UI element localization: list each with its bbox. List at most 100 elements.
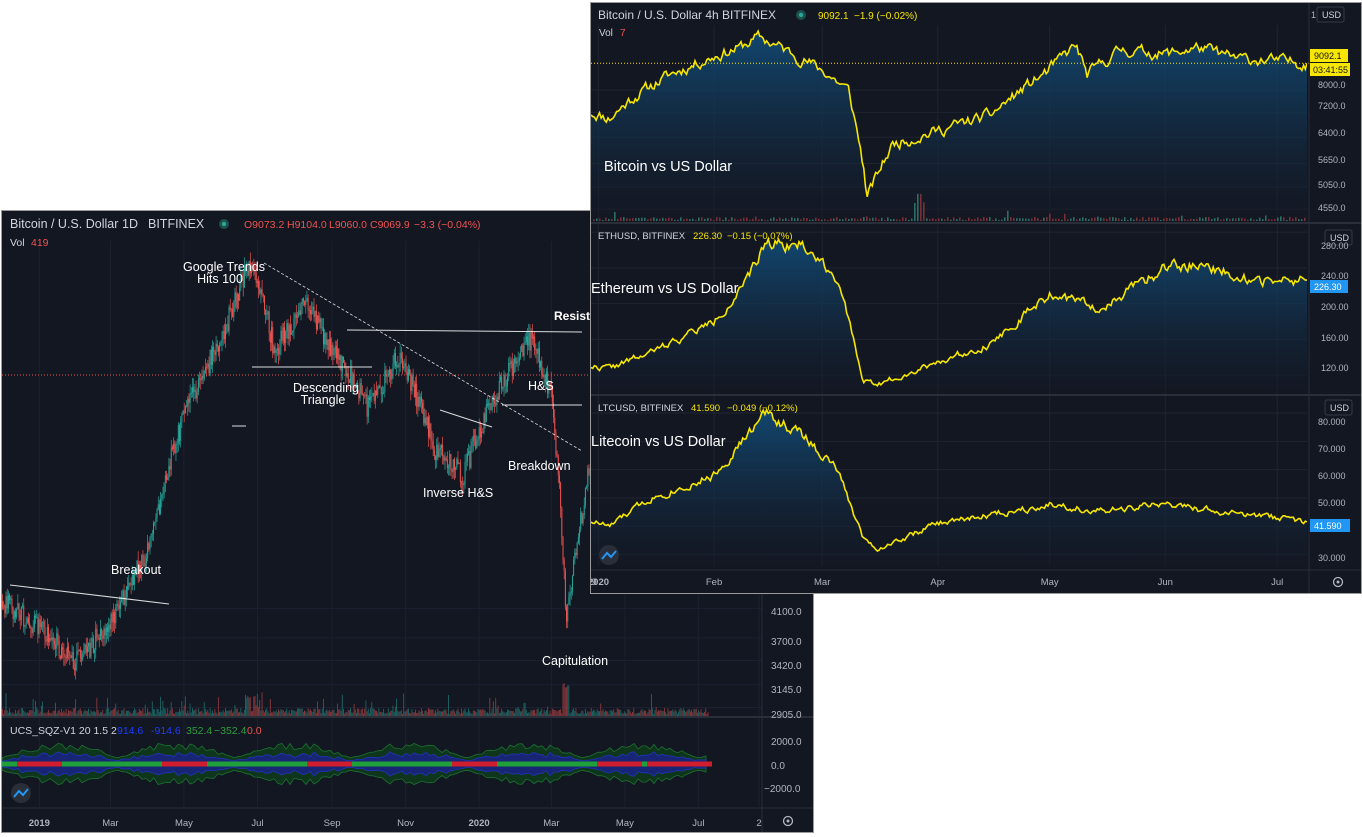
volume-bar bbox=[728, 219, 730, 221]
time-axis[interactable]: 2019 Mar May Jul Sep Nov 2020 Mar May Jul 2 bbox=[29, 818, 762, 829]
volume-bar bbox=[177, 711, 179, 716]
squeeze-dot bbox=[372, 761, 377, 767]
candle-body bbox=[361, 393, 363, 395]
volume-bar bbox=[39, 711, 41, 716]
volume-bar bbox=[432, 709, 434, 716]
squeeze-dot bbox=[382, 761, 387, 767]
currency-button[interactable] bbox=[1316, 6, 1345, 23]
squeeze-dot bbox=[617, 761, 622, 767]
volume-bar bbox=[890, 219, 892, 221]
x-tick: 9 bbox=[591, 577, 596, 588]
volume-bar bbox=[1289, 216, 1291, 221]
trend-line[interactable] bbox=[439, 409, 493, 428]
volume-bar bbox=[360, 709, 362, 716]
volume-bar bbox=[69, 711, 71, 716]
squeeze-dot bbox=[172, 761, 177, 767]
volume-bar bbox=[707, 712, 709, 716]
candle-body bbox=[225, 325, 227, 340]
candle-body bbox=[103, 628, 105, 639]
time-axis[interactable]: 92020FebMarAprMayJunJul bbox=[588, 577, 1283, 588]
volume-bar bbox=[223, 712, 225, 716]
candle-body bbox=[16, 608, 18, 618]
candle-body bbox=[407, 369, 409, 381]
volume-bar bbox=[128, 710, 130, 716]
candle-body bbox=[315, 311, 317, 330]
candle-body bbox=[187, 398, 189, 407]
volume-bar bbox=[35, 700, 36, 716]
trend-line[interactable] bbox=[346, 329, 583, 333]
ltc-change: −0.049 (−0.12%) bbox=[727, 403, 798, 414]
crypto-4h-comparison-window[interactable]: Bitcoin / U.S. Dollar 4h BITFINEX 9092.1… bbox=[588, 3, 1361, 593]
candle-body bbox=[65, 657, 67, 659]
volume-bar bbox=[1139, 219, 1141, 221]
volume-bar bbox=[569, 713, 571, 716]
volume-bar bbox=[581, 710, 583, 716]
interval-label[interactable]: 1D bbox=[122, 217, 138, 231]
candle-body bbox=[567, 604, 569, 622]
volume-bar bbox=[483, 709, 485, 716]
candle-body bbox=[550, 381, 552, 388]
volume-bar bbox=[222, 710, 224, 716]
candle-body bbox=[285, 330, 287, 344]
volume-bar bbox=[75, 699, 77, 716]
volume-bar bbox=[180, 711, 182, 716]
trend-line[interactable] bbox=[263, 262, 583, 452]
candle-body bbox=[426, 417, 428, 426]
candle-body bbox=[222, 330, 224, 339]
squeeze-dot bbox=[367, 761, 372, 767]
x-tick: Nov bbox=[397, 818, 414, 829]
candle-body bbox=[566, 606, 568, 622]
candle-body bbox=[581, 512, 583, 524]
volume-bar bbox=[496, 708, 498, 716]
candle-body bbox=[156, 509, 158, 518]
currency-button[interactable] bbox=[1324, 399, 1353, 416]
candle-body bbox=[446, 459, 448, 469]
volume-bar bbox=[1115, 217, 1117, 221]
volume-bar bbox=[821, 219, 823, 221]
volume-bar bbox=[582, 711, 584, 716]
currency-button[interactable] bbox=[1324, 229, 1353, 246]
volume-bar bbox=[508, 709, 510, 716]
series-line[interactable] bbox=[591, 236, 1307, 387]
volume-bar bbox=[692, 218, 694, 221]
candle-body bbox=[124, 596, 126, 605]
volume-bar bbox=[70, 710, 72, 716]
volume-bar bbox=[815, 217, 817, 221]
volume-bar bbox=[702, 712, 704, 716]
candle-body bbox=[512, 363, 514, 377]
candle-body bbox=[574, 552, 576, 560]
volume-bar bbox=[731, 217, 733, 221]
candle-body bbox=[463, 483, 465, 486]
candle-body bbox=[167, 477, 169, 480]
y-tick: 80.000 bbox=[1318, 417, 1346, 427]
series-line[interactable] bbox=[591, 407, 1307, 552]
volume-bar bbox=[1295, 217, 1297, 221]
volume-bar bbox=[644, 217, 646, 221]
volume-bar bbox=[1064, 213, 1066, 221]
volume-bar bbox=[588, 712, 590, 716]
volume-bar bbox=[250, 711, 252, 716]
candle-body bbox=[208, 363, 210, 374]
x-tick: 2020 bbox=[591, 577, 609, 588]
volume-bar bbox=[1025, 218, 1027, 221]
trend-line[interactable] bbox=[9, 584, 170, 605]
volume-bar bbox=[926, 218, 928, 221]
volume-bar bbox=[616, 708, 618, 716]
squeeze-dot bbox=[692, 761, 697, 767]
candle-body bbox=[435, 456, 437, 460]
volume-bar bbox=[78, 709, 80, 716]
candle-body bbox=[182, 410, 184, 415]
volume-bar bbox=[129, 711, 131, 716]
squeeze-dot bbox=[667, 761, 672, 767]
volume-bar bbox=[1274, 218, 1276, 221]
settings-gear-icon[interactable] bbox=[1332, 576, 1344, 588]
settings-gear-icon[interactable] bbox=[782, 815, 794, 827]
volume-bar bbox=[232, 712, 233, 716]
indicator-value-4: −352.4 bbox=[214, 725, 247, 737]
volume-bar bbox=[628, 709, 630, 716]
volume-bar bbox=[621, 713, 623, 716]
candle-body bbox=[465, 461, 467, 463]
series-line[interactable] bbox=[591, 29, 1307, 197]
candle-body bbox=[195, 389, 197, 399]
volume-bar bbox=[514, 712, 516, 716]
